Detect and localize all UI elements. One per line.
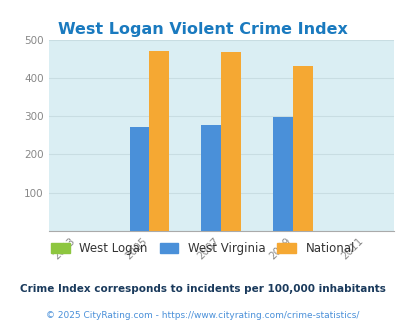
Text: © 2025 CityRating.com - https://www.cityrating.com/crime-statistics/: © 2025 CityRating.com - https://www.city… — [46, 312, 359, 320]
Bar — [149, 51, 169, 231]
Bar — [273, 117, 292, 231]
Bar — [292, 66, 312, 231]
Text: Crime Index corresponds to incidents per 100,000 inhabitants: Crime Index corresponds to incidents per… — [20, 284, 385, 294]
Text: West Logan Violent Crime Index: West Logan Violent Crime Index — [58, 22, 347, 37]
Bar — [221, 52, 241, 231]
Legend: West Logan, West Virginia, National: West Logan, West Virginia, National — [46, 237, 359, 260]
Bar — [129, 127, 149, 231]
Bar — [201, 125, 221, 231]
